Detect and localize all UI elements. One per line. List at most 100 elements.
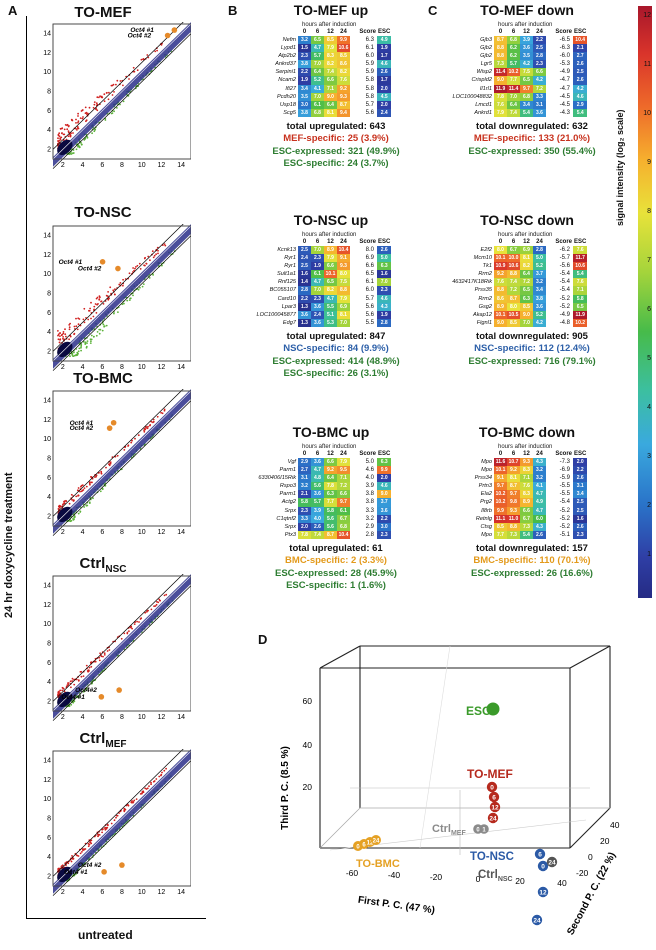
heatmap-cell: 2.2 — [298, 68, 311, 77]
scatter-point-up — [99, 95, 101, 98]
scatter-point-up — [132, 801, 135, 803]
pca-grid-line — [419, 645, 451, 849]
scatter-point-up — [109, 461, 112, 464]
heatmap-cell: 10.1 — [494, 254, 507, 263]
esc-cell: 6.3 — [377, 458, 392, 467]
scatter-point-up — [87, 842, 90, 845]
heatmap-cell: 8.1 — [520, 254, 533, 263]
heatmap-table: 0 6 12 24 Score ESC Vgf 2.9 3.6 6.6 7.9 5.0 6.3 Parm1… — [236, 450, 392, 539]
scatter-title: TO-NSC — [33, 204, 173, 221]
esc-cell: 5.8 — [573, 294, 588, 303]
heatmap-cell: 6.1 — [311, 270, 324, 279]
scatter-point-up — [146, 787, 149, 790]
scatter-title-subscript: MEF — [105, 739, 127, 750]
esc-cell: 4.5 — [377, 92, 392, 101]
heatmap-cell: 5.6 — [311, 482, 324, 491]
scatter-point-down — [77, 352, 79, 355]
heatmap-row: Ankrd37 3.8 7.0 8.2 8.6 5.9 4.6 — [236, 60, 392, 69]
scatter-x-tick: 14 — [177, 889, 185, 896]
score-value: -6.9 — [559, 467, 570, 474]
score-value: 6.1 — [365, 279, 374, 286]
scatter-point-down — [117, 311, 119, 313]
timepoint-header: 6 — [315, 29, 320, 35]
scatter-point-up — [70, 860, 73, 863]
score-value: -5.4 — [559, 279, 570, 286]
scatter-point-up — [88, 309, 91, 312]
timepoint-header: 6 — [511, 29, 516, 35]
scatter-point-down — [73, 351, 75, 354]
scatter-x-tick: 14 — [177, 162, 185, 169]
heatmap-stats: total upregulated: 643 MEF-specific: 25 (… — [236, 121, 436, 171]
heatmap-row: Prtn3 9.7 8.7 7.6 4.1 -5.5 3.1 — [432, 482, 588, 491]
scatter-point-up — [123, 810, 126, 813]
heatmap-cell: 3.6 — [533, 108, 546, 117]
scatter-point-up — [109, 286, 112, 289]
scatter-title-text: Ctrl — [79, 555, 106, 572]
heatmap-cell: 3.1 — [298, 474, 311, 483]
scatter-point-down — [93, 130, 96, 133]
stat-line: total upregulated: 643 — [286, 120, 386, 132]
scatter-point-up — [60, 334, 63, 337]
scatter-point-up — [89, 483, 91, 486]
heatmap-cell: 6.4 — [324, 100, 337, 109]
scatter-point-down — [101, 329, 104, 332]
scatter-y-tick: 10 — [43, 796, 51, 803]
scatter-point-up — [155, 778, 158, 780]
esc-cell: 6.3 — [377, 262, 392, 271]
pca-point-label: 12 — [367, 840, 374, 846]
heatmap-cell: 8.8 — [494, 44, 507, 53]
heatmap-cell: 7.8 — [324, 482, 337, 491]
scatter-point-up — [147, 255, 150, 258]
gene-name: 4632417K18Rik — [452, 279, 492, 286]
gene-name: Akap12 — [473, 311, 492, 318]
score-value: -4.5 — [559, 101, 570, 108]
esc-header: ESC — [574, 451, 587, 457]
scatter-point-up — [102, 655, 104, 658]
scatter-point-up — [77, 115, 79, 117]
gene-name: Mcm10 — [473, 255, 492, 262]
heatmap-cell: 3.3 — [298, 514, 311, 523]
scatter-point-down — [96, 331, 99, 333]
heatmap-cell: 4.7 — [533, 506, 546, 515]
heatmap-cell: 3.4 — [533, 286, 546, 295]
scatter-point-up — [149, 424, 152, 426]
score-value: 5.0 — [365, 459, 374, 465]
gene-name: Gsg2 — [478, 303, 492, 310]
gene-name: Parm1 — [279, 467, 296, 474]
scatter-point-up — [126, 631, 129, 634]
heatmap-cell: 2.9 — [298, 458, 311, 467]
heatmap-row: Crispld2 9.0 7.7 6.5 4.2 -4.7 2.6 — [432, 76, 588, 85]
scatter-point-up — [96, 833, 99, 835]
scatter-x-tick: 2 — [61, 364, 65, 371]
scatter-point-up — [103, 827, 106, 829]
scatter-title: TO-BMC — [33, 370, 173, 387]
scatter-point-up — [90, 301, 92, 304]
scatter-title-text: TO-NSC — [74, 204, 132, 221]
gene-name: C1qtnf2 — [276, 515, 296, 522]
heatmap-title: TO-MEF up — [293, 2, 369, 18]
scatter-point-down — [86, 342, 88, 344]
esc-cell: 2.2 — [573, 466, 588, 475]
pca-label-subscript: MEF — [451, 830, 467, 837]
scatter-y-tick: 10 — [43, 271, 51, 278]
heatmap-row: Fignl1 9.0 8.5 7.0 4.2 -4.8 10.2 — [432, 318, 588, 327]
scatter-point-up — [131, 627, 133, 630]
pca-z-tick: 20 — [303, 782, 313, 792]
heatmap-cell: 8.6 — [337, 60, 350, 69]
gene-name: Ankrd37 — [275, 61, 296, 68]
gene-header — [236, 238, 298, 246]
scatter-point-up — [85, 120, 87, 123]
heatmap-cell: 3.6 — [311, 458, 324, 467]
heatmap-cell: 4.2 — [533, 76, 546, 85]
heatmap-cell: 6.6 — [533, 68, 546, 77]
score-value: 5.5 — [365, 319, 374, 326]
heatmap-row: Gjb2 8.8 6.2 3.5 2.8 -6.0 2.7 — [432, 52, 588, 61]
stat-line: NSC-specific: 84 (9.9%) — [283, 343, 389, 355]
timepoint-header: 24 — [340, 29, 347, 35]
scatter-point-up — [68, 502, 71, 505]
heatmap-cell: 2.5 — [298, 246, 311, 255]
scatter-point-up — [90, 842, 93, 845]
heatmap-cell: 4.7 — [324, 294, 337, 303]
heatmap-cell: 4.9 — [533, 498, 546, 507]
